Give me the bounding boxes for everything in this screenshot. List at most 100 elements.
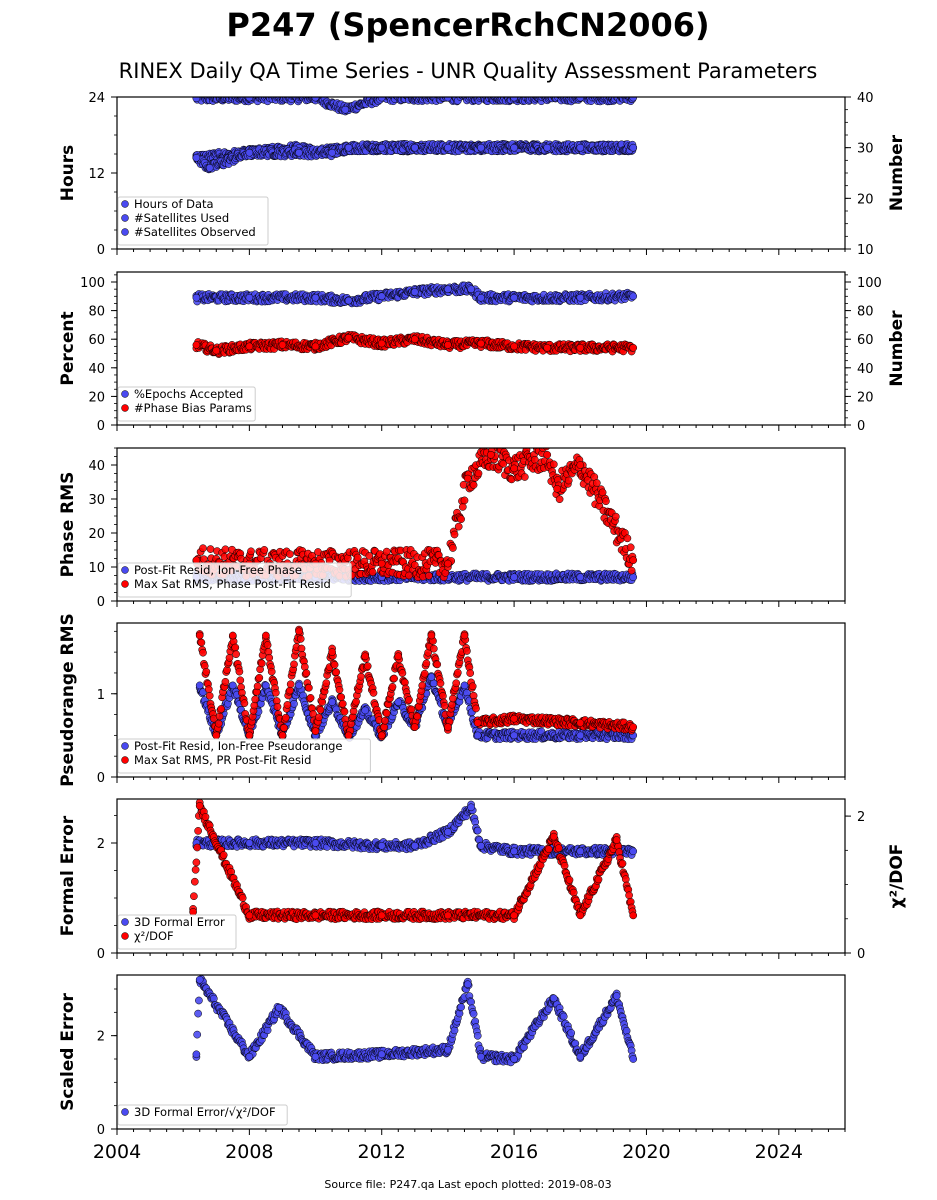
data-point [253,682,262,691]
data-point [225,653,234,662]
data-point [352,697,360,706]
data-point [410,143,419,152]
data-point [192,97,201,103]
data-point [449,544,457,552]
y-tick-label: 40 [88,459,105,474]
data-point [477,143,485,152]
data-point [377,559,386,568]
data-point [427,673,436,681]
data-point [463,474,472,483]
data-point [228,681,237,690]
data-point [245,148,254,157]
legend-label: #Phase Bias Params [134,401,252,415]
data-point [231,643,240,652]
data-point [530,455,539,464]
data-point [410,335,419,344]
y-ticks [111,96,117,250]
data-point [202,667,211,676]
y-ticks [111,274,117,426]
data-point [204,685,213,694]
x-ticks [116,601,846,607]
y-ticks [111,447,117,602]
data-point [452,679,461,688]
data-point [295,681,303,690]
y-axis-label: Percent [58,311,78,385]
series-1-points [192,281,638,308]
data-point [623,534,632,543]
data-point [543,450,552,459]
data-point [357,672,365,681]
series-1-points [192,97,638,116]
data-point [460,681,469,690]
data-point [436,679,445,688]
figure-subtitle: RINEX Daily QA Time Series - UNR Quality… [119,59,818,83]
data-point [629,556,638,565]
y-right-tick-label: 10 [857,243,874,258]
y-right-tick-label: 80 [857,305,874,320]
data-point [433,660,442,669]
y-tick-label: 0 [97,595,105,610]
data-point [368,568,377,576]
legend-label: #Satellites Observed [134,225,256,239]
data-point [205,691,214,700]
series-3-points [192,140,638,174]
data-point [302,669,311,677]
legend-label: Hours of Data [134,197,214,211]
data-point [199,648,207,657]
data-point [520,473,529,481]
figure-title: P247 (SpencerRchCN2006) [226,6,709,44]
y-tick-label: 20 [88,390,105,405]
data-point [487,450,495,459]
data-point [473,731,482,740]
data-point [377,292,386,301]
data-point [283,701,292,709]
data-point [206,545,215,553]
data-point [337,693,346,701]
data-point [564,476,573,485]
data-point [344,333,353,342]
data-point [439,692,447,700]
data-point [390,674,398,683]
y-axis-label: Hours [58,145,78,202]
data-point [296,635,305,643]
y-tick-label: 60 [88,333,105,348]
data-point [278,341,287,349]
data-point [255,673,264,682]
data-point [335,685,344,694]
data-point [257,659,266,668]
data-point [468,682,477,691]
data-point [265,653,274,662]
data-point [232,650,240,659]
data-point [369,689,378,697]
data-point [195,681,204,690]
legend-label: #Satellites Used [134,211,229,225]
data-point [472,704,480,713]
legend-marker [121,390,129,398]
data-point [510,342,518,351]
data-point [466,669,475,677]
data-point [332,668,341,677]
data-point [235,667,244,676]
data-point [542,440,549,447]
y-right-ticks [845,274,851,426]
legend: Hours of Data#Satellites Used#Satellites… [117,196,269,246]
scatter-points [192,281,638,358]
legend: %Epochs Accepted#Phase Bias Params [117,386,256,422]
data-point [316,706,325,714]
y-right-tick-label: 40 [857,91,874,106]
data-point [629,573,638,582]
data-point [463,647,471,655]
data-point [192,153,201,162]
data-point [263,641,272,649]
data-point [388,682,397,691]
y-tick-label: 0 [97,243,105,258]
legend-marker [121,566,129,574]
data-point [315,713,323,722]
data-point [205,164,214,172]
data-point [602,497,610,506]
data-point [236,676,245,685]
data-point [457,515,465,524]
data-point [549,460,558,469]
